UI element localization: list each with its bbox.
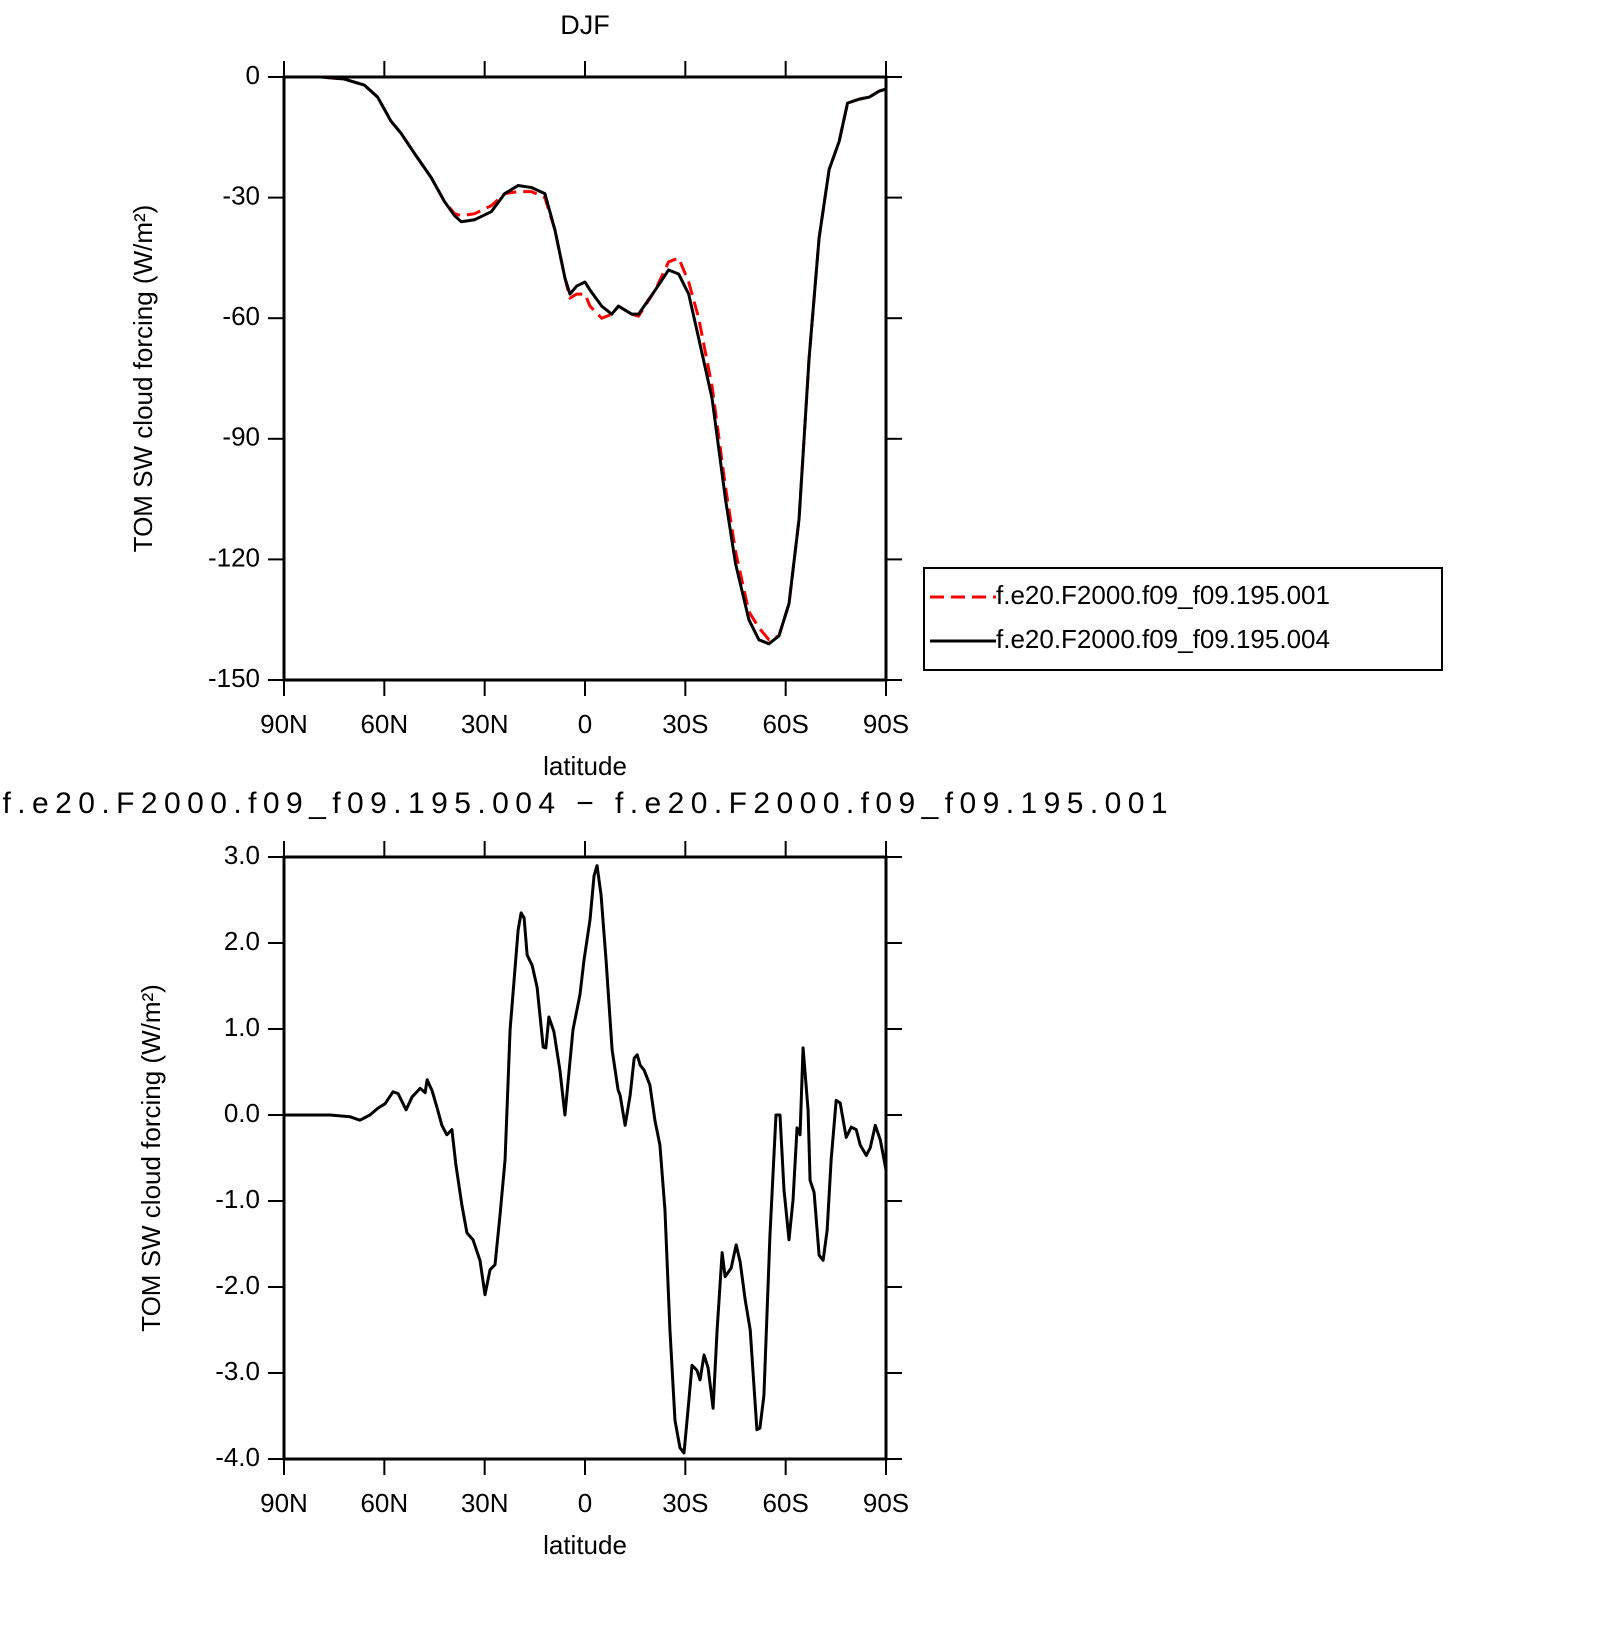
y-axis-label: TOM SW cloud forcing (W/m²) bbox=[128, 205, 158, 553]
x-tick-label: 60S bbox=[763, 709, 809, 739]
x-tick-label: 30N bbox=[461, 709, 509, 739]
y-tick-label: -4.0 bbox=[215, 1442, 260, 1472]
y-tick-label: 1.0 bbox=[224, 1012, 260, 1042]
legend-box bbox=[923, 567, 1443, 671]
y-tick-label: -150 bbox=[208, 663, 260, 693]
x-axis-label: latitude bbox=[543, 1530, 627, 1560]
data-line bbox=[284, 864, 888, 1455]
data-line bbox=[284, 75, 887, 646]
chart-title: DJF bbox=[560, 10, 610, 40]
x-tick-label: 60N bbox=[360, 1488, 408, 1518]
y-tick-label: -60 bbox=[222, 301, 260, 331]
x-tick-label: 60N bbox=[360, 709, 408, 739]
legend-label: f.e20.F2000.f09_f09.195.004 bbox=[996, 624, 1330, 654]
y-tick-label: -3.0 bbox=[215, 1356, 260, 1386]
y-axis-label: TOM SW cloud forcing (W/m²) bbox=[136, 984, 166, 1332]
y-tick-label: -2.0 bbox=[215, 1270, 260, 1300]
x-tick-label: 90S bbox=[863, 1488, 909, 1518]
y-tick-label: 0 bbox=[246, 60, 260, 90]
x-tick-label: 30N bbox=[461, 1488, 509, 1518]
y-tick-label: 3.0 bbox=[224, 840, 260, 870]
x-tick-label: 0 bbox=[578, 709, 592, 739]
x-tick-label: 90N bbox=[260, 1488, 308, 1518]
y-tick-label: 2.0 bbox=[224, 926, 260, 956]
y-tick-label: 0.0 bbox=[224, 1098, 260, 1128]
x-tick-label: 0 bbox=[578, 1488, 592, 1518]
x-tick-label: 30S bbox=[662, 1488, 708, 1518]
y-tick-label: -30 bbox=[222, 180, 260, 210]
plot-frame bbox=[282, 75, 888, 682]
x-tick-label: 60S bbox=[763, 1488, 809, 1518]
x-tick-label: 30S bbox=[662, 709, 708, 739]
x-tick-label: 90N bbox=[260, 709, 308, 739]
legend-label: f.e20.F2000.f09_f09.195.001 bbox=[996, 580, 1330, 610]
chart-title: f.e20.F2000.f09_f09.195.004 − f.e20.F200… bbox=[3, 787, 1168, 820]
x-tick-label: 90S bbox=[863, 709, 909, 739]
y-tick-label: -90 bbox=[222, 422, 260, 452]
plot-frame bbox=[282, 855, 888, 1461]
y-tick-label: -1.0 bbox=[215, 1184, 260, 1214]
x-axis-label: latitude bbox=[543, 751, 627, 781]
y-tick-label: -120 bbox=[208, 542, 260, 572]
